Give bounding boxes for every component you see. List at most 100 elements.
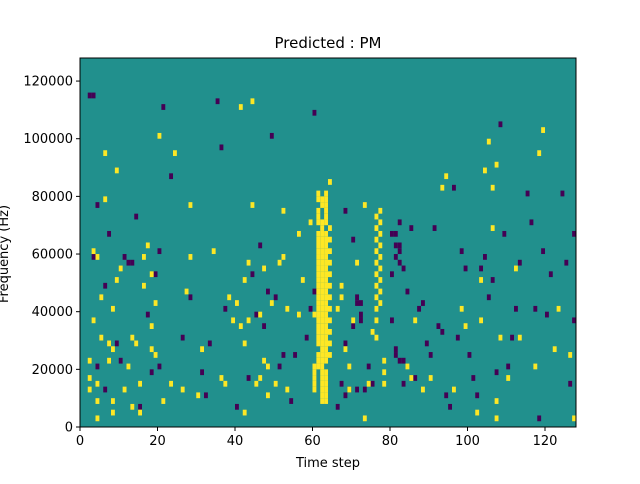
heatmap-cell-high	[180, 386, 185, 393]
heatmap-cell-high	[328, 352, 332, 358]
heatmap-cell-high	[320, 323, 325, 329]
heatmap-cell-low	[95, 202, 100, 208]
heatmap-cell-high	[316, 254, 321, 260]
y-tick-label: 100000	[23, 132, 73, 147]
heatmap-cell-high	[479, 277, 484, 283]
heatmap-cell-low	[529, 219, 534, 226]
heatmap-cell-high	[324, 328, 329, 335]
heatmap-cell-high	[130, 334, 135, 341]
heatmap-cell-low	[157, 248, 162, 255]
heatmap-cell-high	[324, 254, 329, 260]
heatmap-cell-low	[359, 317, 363, 324]
heatmap-cell-high	[107, 357, 112, 364]
heatmap-cell-low	[103, 386, 108, 393]
heatmap-cell-high	[320, 282, 325, 289]
heatmap-cell-low	[397, 242, 402, 249]
heatmap-cell-low	[568, 380, 573, 387]
x-axis-label: Time step	[295, 456, 360, 471]
heatmap-cell-low	[514, 305, 518, 312]
heatmap-cell-high	[324, 323, 329, 329]
heatmap-cell-high	[320, 357, 325, 364]
heatmap-cell-low	[533, 305, 538, 312]
heatmap-cell-high	[173, 150, 177, 157]
heatmap-cell-high	[440, 184, 445, 191]
heatmap-cell-low	[506, 363, 511, 370]
heatmap-cell-low	[343, 392, 348, 399]
heatmap-cell-high	[378, 254, 383, 260]
heatmap-cell-high	[316, 219, 321, 226]
heatmap-cell-low	[452, 184, 456, 191]
heatmap-cell-high	[277, 259, 282, 266]
heatmap-cell-high	[238, 104, 243, 110]
heatmap-cell-low	[494, 369, 499, 376]
heatmap-cell-low	[204, 392, 208, 399]
heatmap-cell-high	[111, 409, 115, 416]
heatmap-cell-low	[401, 380, 406, 387]
heatmap-cell-high	[320, 196, 325, 203]
heatmap-cell-low	[421, 300, 425, 306]
heatmap-cell-low	[134, 213, 139, 220]
heatmap-cell-high	[328, 340, 332, 347]
heatmap-cell-high	[320, 277, 325, 283]
heatmap-cell-low	[180, 334, 185, 341]
y-tick-label: 80000	[32, 190, 73, 205]
heatmap-cell-low	[359, 311, 363, 318]
heatmap-cell-low	[157, 363, 162, 370]
heatmap-cell-low	[537, 415, 542, 422]
heatmap-cell-high	[103, 196, 108, 203]
heatmap-cell-low	[525, 190, 530, 197]
heatmap-cell-high	[297, 311, 301, 318]
heatmap-cell-high	[374, 282, 379, 289]
heatmap-cell-low	[572, 230, 577, 237]
heatmap-cell-low	[401, 357, 406, 364]
heatmap-cell-low	[393, 230, 398, 237]
heatmap-cell-high	[149, 346, 154, 353]
x-tick-label: 20	[149, 434, 166, 449]
heatmap-cell-high	[328, 305, 332, 312]
heatmap-cell-high	[362, 415, 367, 422]
heatmap-cell-high	[506, 375, 511, 381]
heatmap-cell-high	[153, 352, 158, 358]
heatmap-cell-high	[316, 265, 321, 272]
heatmap-cell-high	[188, 254, 193, 260]
heatmap-cell-high	[378, 230, 383, 237]
heatmap-cell-high	[320, 248, 325, 255]
heatmap-cell-high	[312, 369, 317, 376]
heatmap-cell-low	[343, 207, 348, 214]
heatmap-cell-high	[316, 294, 321, 301]
heatmap-cell-high	[122, 386, 127, 393]
heatmap-cell-high	[87, 357, 92, 364]
heatmap-cell-low	[250, 271, 255, 278]
heatmap-cell-high	[463, 323, 468, 329]
heatmap-cell-low	[463, 265, 468, 272]
heatmap-cell-high	[421, 386, 425, 393]
heatmap-cell-high	[324, 259, 329, 266]
heatmap-cell-high	[339, 282, 344, 289]
y-tick-label: 20000	[32, 363, 73, 378]
x-tick-label: 100	[455, 434, 480, 449]
heatmap-cell-low	[207, 340, 212, 347]
heatmap-cell-high	[320, 300, 325, 306]
heatmap-cell-low	[545, 311, 549, 318]
heatmap-cell-low	[223, 305, 228, 312]
heatmap-cell-high	[324, 294, 329, 301]
heatmap-cell-high	[374, 225, 379, 231]
heatmap-cell-high	[91, 317, 96, 324]
heatmap-cell-high	[444, 173, 449, 180]
heatmap-cell-low	[393, 254, 398, 260]
heatmap-cell-low	[498, 121, 503, 128]
heatmap-cell-high	[324, 380, 329, 387]
heatmap-cell-high	[324, 288, 329, 295]
heatmap-cell-low	[122, 254, 127, 260]
heatmap-cell-high	[316, 207, 321, 214]
heatmap-cell-high	[316, 323, 321, 329]
heatmap-cell-high	[320, 380, 325, 387]
heatmap-cell-high	[316, 248, 321, 255]
heatmap-cell-low	[459, 248, 464, 255]
heatmap-cell-high	[328, 225, 332, 231]
heatmap-cell-high	[320, 202, 325, 208]
heatmap-cell-low	[490, 277, 495, 283]
heatmap-cell-high	[134, 340, 139, 347]
x-tick-label: 80	[382, 434, 399, 449]
heatmap-cell-low	[153, 271, 158, 278]
